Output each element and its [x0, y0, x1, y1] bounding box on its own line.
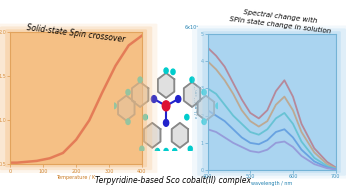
X-axis label: wavelength / nm: wavelength / nm	[251, 181, 292, 186]
Circle shape	[164, 68, 168, 73]
Circle shape	[216, 103, 220, 108]
Circle shape	[163, 119, 169, 126]
Polygon shape	[172, 123, 188, 148]
Circle shape	[185, 115, 189, 120]
Circle shape	[162, 101, 170, 111]
Text: 6x10³: 6x10³	[184, 25, 199, 30]
Circle shape	[173, 149, 177, 154]
Circle shape	[155, 149, 160, 154]
Circle shape	[190, 77, 194, 82]
Y-axis label: ε / L mol⁻¹ cm⁻¹: ε / L mol⁻¹ cm⁻¹	[195, 86, 199, 118]
Polygon shape	[118, 96, 135, 121]
Circle shape	[112, 103, 116, 108]
Polygon shape	[158, 73, 174, 98]
Circle shape	[175, 96, 181, 102]
Polygon shape	[144, 123, 161, 148]
Circle shape	[171, 69, 175, 74]
Text: Spectral change with
SPIn state change in solution: Spectral change with SPIn state change i…	[229, 8, 332, 34]
Text: Solid-state Spin crossover: Solid-state Spin crossover	[26, 23, 126, 44]
Circle shape	[138, 77, 142, 82]
Circle shape	[140, 146, 144, 152]
Circle shape	[164, 149, 168, 154]
Circle shape	[202, 119, 206, 124]
Circle shape	[143, 115, 147, 120]
Polygon shape	[184, 82, 200, 107]
Circle shape	[188, 146, 192, 152]
Polygon shape	[198, 96, 214, 121]
Circle shape	[126, 119, 130, 124]
Circle shape	[126, 90, 130, 95]
Text: Terpyridine-based Sco cobalt(II) complex: Terpyridine-based Sco cobalt(II) complex	[95, 176, 251, 185]
Circle shape	[202, 90, 206, 95]
Polygon shape	[132, 82, 148, 107]
Circle shape	[152, 96, 156, 102]
X-axis label: Temperature / K: Temperature / K	[56, 175, 96, 180]
